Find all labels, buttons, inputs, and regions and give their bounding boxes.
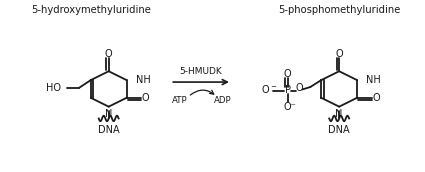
Text: DNA: DNA (329, 125, 350, 135)
Text: N: N (335, 109, 343, 119)
Text: ATP: ATP (173, 96, 188, 105)
Text: O: O (105, 49, 113, 58)
Text: N: N (105, 109, 112, 119)
Text: NH: NH (136, 75, 150, 85)
Text: DNA: DNA (98, 125, 119, 135)
Text: O: O (262, 85, 269, 95)
FancyArrowPatch shape (190, 90, 214, 95)
Text: HO: HO (46, 83, 61, 93)
Text: 5-phosphomethyluridine: 5-phosphomethyluridine (278, 5, 400, 15)
Text: O: O (142, 93, 149, 103)
Text: ADP: ADP (214, 96, 232, 105)
Text: −: − (271, 84, 277, 90)
Text: O: O (284, 69, 291, 79)
Text: 5-HMUDK: 5-HMUDK (180, 67, 222, 76)
Text: O: O (335, 49, 343, 58)
Text: 5-hydroxymethyluridine: 5-hydroxymethyluridine (31, 5, 151, 15)
Text: NH: NH (366, 75, 381, 85)
Text: O: O (372, 93, 380, 103)
Text: P: P (284, 85, 291, 95)
Text: O: O (296, 83, 303, 93)
Text: O⁻: O⁻ (283, 102, 296, 112)
